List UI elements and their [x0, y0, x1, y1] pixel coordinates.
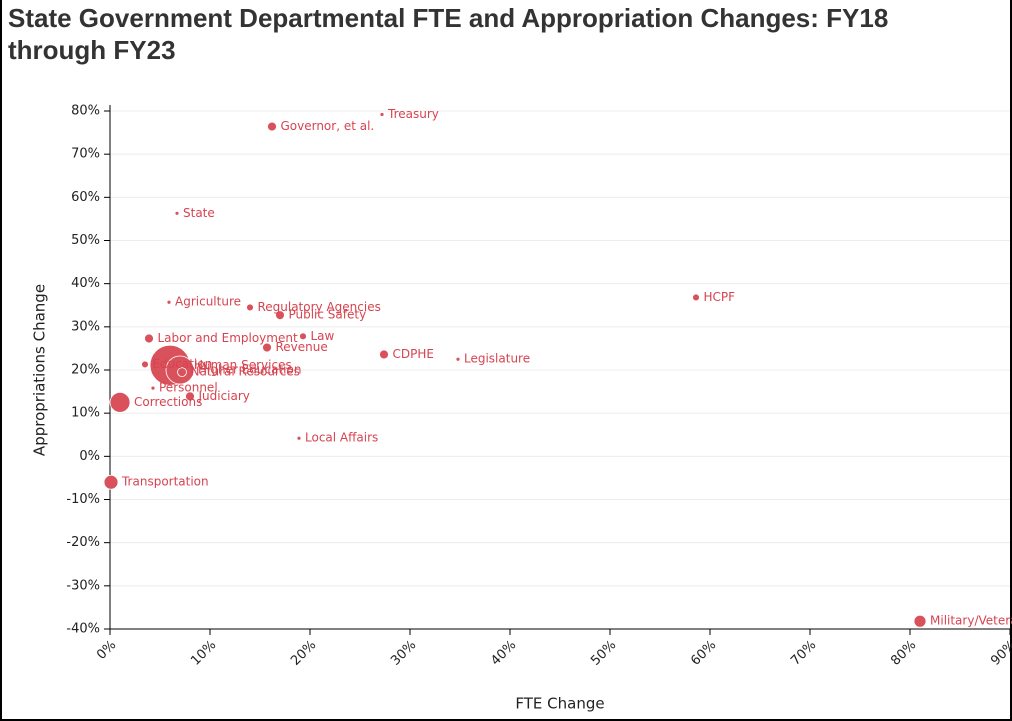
y-tick-label: 60% [71, 190, 100, 205]
bubble [379, 112, 385, 117]
x-tick-label: 20% [288, 638, 319, 669]
point-label: Higher Education [198, 363, 301, 377]
point-label: Revenue [275, 340, 327, 354]
point-label: Corrections [134, 395, 202, 409]
bubble [150, 385, 156, 391]
point-label: Governor, et al. [280, 119, 374, 133]
bubble [913, 614, 927, 628]
bubble [185, 391, 195, 402]
bubble [296, 435, 302, 441]
point-label: Agriculture [175, 295, 241, 309]
point-label: Law [310, 329, 334, 343]
x-tick-label: 10% [188, 638, 219, 669]
point-label: Regulatory Agencies [257, 300, 380, 314]
bubble [141, 360, 149, 369]
bubble [275, 310, 285, 321]
x-tick-label: 80% [888, 638, 919, 669]
x-tick-label: 60% [688, 638, 719, 669]
bubble [267, 121, 277, 132]
point-label: Military/Veterans Affairs [930, 614, 1012, 628]
bubble [144, 333, 154, 344]
point-label: CDPHE [392, 347, 433, 361]
bubble [299, 332, 307, 341]
x-tick-label: 30% [388, 638, 419, 669]
point-label: Transportation [121, 475, 209, 489]
point-label: Education [152, 357, 212, 371]
point-label: Personnel [159, 381, 218, 395]
y-tick-label: 70% [71, 147, 100, 162]
y-tick-label: 0% [79, 449, 100, 464]
y-tick-label: -10% [66, 492, 100, 507]
bubble [174, 210, 180, 216]
point-label: Public Safety [288, 308, 366, 322]
y-tick-label: 20% [71, 363, 100, 378]
bubble [166, 299, 172, 305]
point-label: Labor and Employment [157, 331, 297, 345]
y-tick-label: 50% [71, 233, 100, 248]
bubble [262, 342, 272, 353]
bubble [379, 349, 389, 360]
y-tick-label: 40% [71, 276, 100, 291]
y-tick-label: -40% [66, 622, 100, 637]
x-axis-title: FTE Change [515, 695, 604, 713]
point-label: Human Services [194, 358, 292, 372]
chart-title: State Government Departmental FTE and Ap… [8, 3, 889, 65]
bubble [455, 356, 461, 362]
point-label: HCPF [703, 290, 735, 304]
y-tick-label: -20% [66, 535, 100, 550]
y-tick-label: 80% [71, 104, 100, 119]
point-label: State [183, 206, 215, 220]
point-label: Treasury [387, 107, 439, 121]
bubble [692, 293, 700, 302]
bubble [109, 391, 131, 413]
y-axis-title: Appropriations Change [31, 284, 49, 456]
bubble [177, 367, 187, 378]
x-tick-label: 0% [94, 638, 119, 663]
x-tick-label: 90% [988, 638, 1012, 669]
y-tick-label: 10% [71, 406, 100, 421]
point-label: Natural Resources [190, 365, 299, 379]
point-label: Judiciary [197, 389, 249, 403]
y-tick-label: -30% [66, 578, 100, 593]
x-tick-label: 50% [588, 638, 619, 669]
bubble [103, 474, 119, 490]
x-tick-label: 40% [488, 638, 519, 669]
point-label: Local Affairs [305, 431, 378, 445]
y-tick-label: 30% [71, 319, 100, 334]
point-label: Legislature [464, 352, 530, 366]
x-tick-label: 70% [788, 638, 819, 669]
bubble [246, 303, 254, 312]
